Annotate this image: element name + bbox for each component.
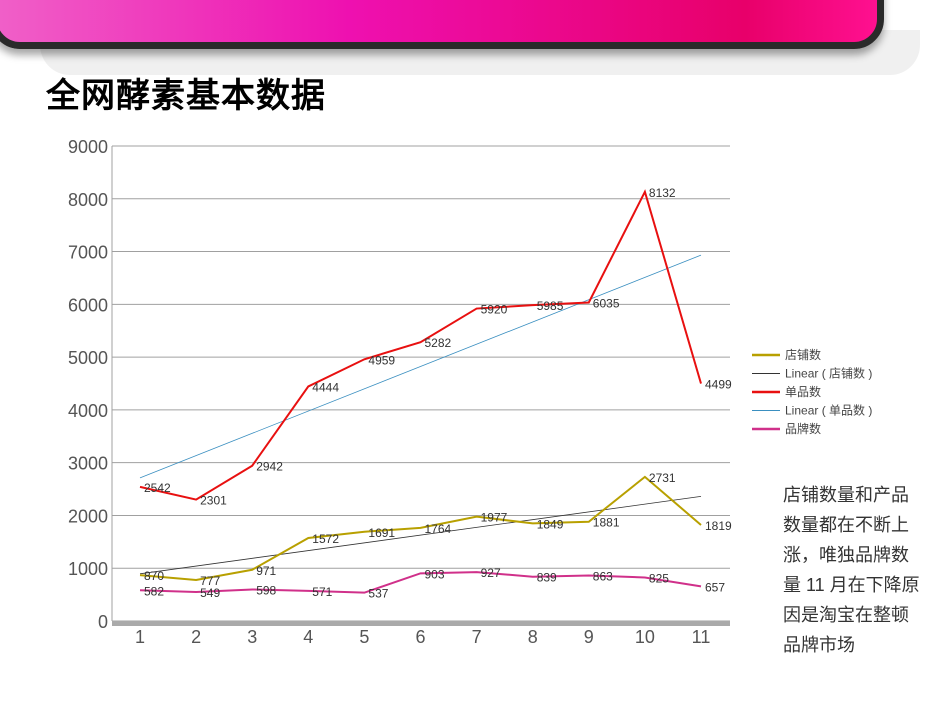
data-label: 5920	[481, 303, 508, 317]
data-label: 2301	[200, 494, 227, 508]
data-label: 971	[256, 564, 276, 578]
data-label: 8132	[649, 186, 676, 200]
x-tick-label: 2	[191, 627, 201, 647]
x-tick-label: 8	[528, 627, 538, 647]
data-label: 598	[256, 583, 276, 597]
legend-label: Linear ( 店铺数 )	[785, 366, 872, 381]
y-tick-label: 7000	[68, 243, 108, 263]
legend-label: Linear ( 单品数 )	[785, 403, 872, 418]
data-label: 870	[144, 569, 164, 583]
legend-label: 单品数	[785, 384, 821, 399]
data-label: 4444	[312, 380, 339, 394]
trendline	[139, 496, 702, 575]
series-line	[139, 475, 702, 581]
data-label: 582	[144, 584, 164, 598]
x-tick-label: 7	[472, 627, 482, 647]
data-label: 825	[649, 571, 669, 585]
x-tick-label: 9	[584, 627, 594, 647]
data-label: 863	[593, 569, 613, 583]
x-tick-label: 1	[135, 627, 145, 647]
data-label: 1572	[312, 532, 339, 546]
data-label: 1849	[537, 517, 564, 531]
legend-label: 品牌数	[785, 421, 821, 436]
data-label: 571	[312, 585, 332, 599]
data-label: 4499	[705, 378, 732, 392]
x-tick-label: 3	[247, 627, 257, 647]
x-axis	[112, 621, 730, 626]
data-label: 1977	[481, 511, 508, 525]
y-tick-label: 8000	[68, 190, 108, 210]
series-line	[139, 189, 702, 501]
trendline	[139, 254, 702, 479]
data-label: 1881	[593, 516, 620, 530]
y-tick-label: 9000	[68, 137, 108, 157]
x-tick-label: 4	[303, 627, 313, 647]
x-tick-label: 10	[635, 627, 655, 647]
data-label: 777	[200, 574, 220, 588]
data-label: 2542	[144, 481, 171, 495]
data-label: 839	[537, 571, 557, 585]
x-tick-label: 11	[692, 627, 711, 647]
data-label: 5282	[425, 336, 452, 350]
y-tick-label: 0	[98, 612, 108, 632]
data-label: 6035	[593, 296, 620, 310]
data-label: 537	[368, 587, 388, 601]
data-label: 903	[425, 567, 445, 581]
data-label: 2731	[649, 471, 676, 485]
data-label: 1764	[425, 522, 452, 536]
data-label: 1819	[705, 519, 732, 533]
y-tick-label: 1000	[68, 559, 108, 579]
x-tick-label: 5	[359, 627, 369, 647]
y-tick-label: 6000	[68, 295, 108, 315]
data-label: 5985	[537, 299, 564, 313]
legend-label: 店铺数	[785, 347, 821, 362]
data-label: 1691	[368, 526, 395, 540]
y-tick-label: 5000	[68, 348, 108, 368]
data-label: 2942	[256, 460, 283, 474]
y-tick-label: 2000	[68, 506, 108, 526]
series-line	[139, 571, 702, 594]
y-tick-label: 3000	[68, 454, 108, 474]
page-title: 全网酵素基本数据	[46, 77, 326, 115]
data-label: 657	[705, 580, 725, 594]
decorative-banner	[0, 0, 884, 49]
y-tick-label: 4000	[68, 401, 108, 421]
x-tick-label: 6	[415, 627, 425, 647]
chart-note: 店铺数量和产品数量都在不断上涨，唯独品牌数量 11 月在下降原因是淘宝在整顿品牌…	[783, 485, 920, 655]
data-label: 549	[200, 586, 220, 600]
data-label: 927	[481, 566, 501, 580]
data-label: 4959	[368, 353, 395, 367]
